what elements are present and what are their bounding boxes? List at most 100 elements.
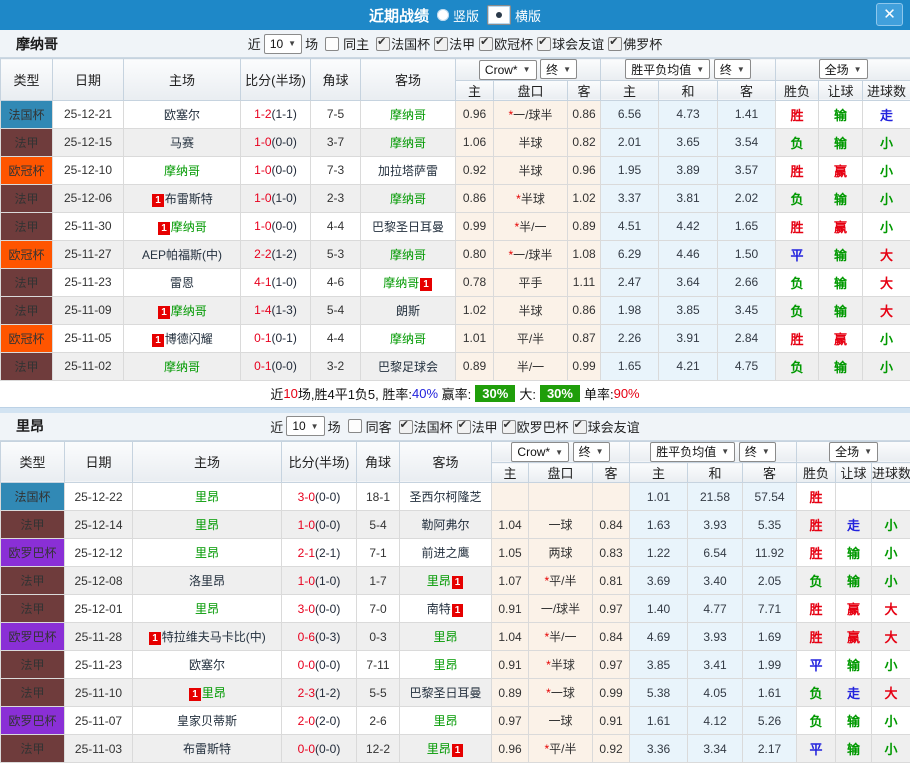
corners: 18-1 bbox=[357, 483, 400, 511]
result-wdl: 胜 bbox=[797, 483, 836, 511]
away-team: 里昂 bbox=[400, 651, 492, 679]
league-checkbox[interactable] bbox=[573, 420, 587, 434]
avg-win: 1.61 bbox=[630, 707, 688, 735]
home-team: 摩纳哥 bbox=[124, 156, 241, 184]
league-checkbox[interactable] bbox=[608, 37, 622, 51]
team-name-text: 欧塞尔 bbox=[164, 108, 200, 122]
chevron-down-icon: ▼ bbox=[596, 447, 604, 456]
result-wdl: 胜 bbox=[776, 100, 819, 128]
league-checkbox[interactable] bbox=[537, 37, 551, 51]
league-checkbox[interactable] bbox=[502, 420, 516, 434]
corners: 5-4 bbox=[311, 296, 361, 324]
league-checkbox[interactable] bbox=[434, 37, 448, 51]
sub-col-header: 客 bbox=[593, 463, 630, 483]
team-name-text: 摩纳哥 bbox=[390, 136, 426, 150]
final-select[interactable]: 终▼ bbox=[573, 442, 610, 462]
full-match-select[interactable]: 全场▼ bbox=[819, 59, 868, 79]
match-date: 25-12-14 bbox=[65, 511, 133, 539]
team-name-text: 巴黎圣日耳曼 bbox=[409, 686, 481, 700]
avg-select[interactable]: 胜平负均值▼ bbox=[625, 59, 710, 79]
team-name-text: 里昂 bbox=[195, 518, 219, 532]
match-count-select[interactable]: 10▼ bbox=[264, 34, 302, 54]
halftime-score: (1-2) bbox=[272, 247, 297, 261]
radio-horizontal[interactable]: 横版 bbox=[487, 5, 541, 25]
team-name-text: 特拉维夫马卡比(中) bbox=[162, 630, 266, 644]
final-select[interactable]: 终▼ bbox=[540, 59, 577, 79]
close-icon[interactable]: ✕ bbox=[876, 3, 903, 26]
league-checkbox[interactable] bbox=[457, 420, 471, 434]
team-name-text: 里昂 bbox=[202, 686, 226, 700]
avg-draw: 3.64 bbox=[659, 268, 718, 296]
team-name-text: 里昂 bbox=[433, 658, 457, 672]
red-card-badge: 1 bbox=[149, 632, 161, 645]
avg-win: 2.26 bbox=[601, 324, 659, 352]
result-handicap: 输 bbox=[819, 296, 863, 324]
league-checkboxes: 法国杯法甲欧罗巴杯球会友谊 bbox=[395, 417, 640, 436]
section-header-monaco: 摩纳哥 近 10▼ 场 同主 法国杯法甲欧冠杯球会友谊佛罗杯 bbox=[0, 30, 910, 58]
handicap: 一球 bbox=[529, 707, 593, 735]
team-name-text: 圣西尔柯隆芝 bbox=[409, 490, 481, 504]
same-venue-checkbox[interactable] bbox=[348, 419, 362, 433]
team-name-text: 洛里昂 bbox=[189, 574, 225, 588]
fulltime-score: 2-0 bbox=[298, 714, 315, 728]
score: 3-0(0-0) bbox=[282, 595, 357, 623]
sub-col-header: 客 bbox=[568, 80, 601, 100]
final-select[interactable]: 终▼ bbox=[739, 442, 776, 462]
result-wdl: 负 bbox=[776, 352, 819, 380]
fulltime-score: 2-3 bbox=[298, 686, 315, 700]
odds-away: 0.99 bbox=[593, 679, 630, 707]
full-match-select[interactable]: 全场▼ bbox=[829, 442, 878, 462]
games-label: 场 bbox=[305, 34, 318, 53]
handicap: 平手 bbox=[494, 268, 568, 296]
league-checkbox[interactable] bbox=[479, 37, 493, 51]
match-date: 25-11-27 bbox=[53, 240, 124, 268]
type-badge: 法甲 bbox=[1, 679, 65, 707]
final-select[interactable]: 终▼ bbox=[714, 59, 751, 79]
halftime-score: (1-0) bbox=[315, 574, 340, 588]
corners: 7-0 bbox=[357, 595, 400, 623]
result-goals: 小 bbox=[863, 128, 910, 156]
fulltime-score: 1-0 bbox=[298, 518, 315, 532]
avg-lose: 1.99 bbox=[743, 651, 797, 679]
red-card-badge: 1 bbox=[189, 688, 201, 701]
col-header: 客场 bbox=[361, 59, 456, 101]
radio-vertical[interactable]: 竖版 bbox=[437, 6, 479, 25]
match-count-select[interactable]: 10▼ bbox=[286, 416, 324, 436]
odds-home: 1.07 bbox=[492, 567, 529, 595]
bookmaker-select[interactable]: Crow*▼ bbox=[479, 60, 537, 80]
avg-draw: 4.05 bbox=[688, 679, 743, 707]
team-name-text: 巴黎足球会 bbox=[378, 360, 438, 374]
league-checkbox[interactable] bbox=[376, 37, 390, 51]
avg-draw: 21.58 bbox=[688, 483, 743, 511]
avg-lose: 2.02 bbox=[718, 184, 776, 212]
league-checkbox[interactable] bbox=[399, 420, 413, 434]
result-goals: 走 bbox=[863, 100, 910, 128]
red-card-badge: 1 bbox=[452, 744, 464, 757]
avg-win: 1.22 bbox=[630, 539, 688, 567]
type-badge: 欧冠杯 bbox=[1, 240, 53, 268]
team-name-text: 朗斯 bbox=[396, 304, 420, 318]
away-team: 摩纳哥 bbox=[361, 128, 456, 156]
avg-lose: 5.35 bbox=[743, 511, 797, 539]
avg-draw: 3.41 bbox=[688, 651, 743, 679]
radio-vertical-icon[interactable] bbox=[437, 9, 449, 21]
bookmaker-select[interactable]: Crow*▼ bbox=[511, 442, 569, 462]
team-name-text: 摩纳哥 bbox=[164, 360, 200, 374]
odds-home: 0.97 bbox=[492, 707, 529, 735]
handicap-text: 半/一 bbox=[549, 630, 576, 644]
same-venue-checkbox[interactable] bbox=[325, 37, 339, 51]
chevron-down-icon: ▼ bbox=[721, 447, 729, 456]
radio-horizontal-icon[interactable] bbox=[487, 5, 511, 25]
league-label: 法国杯 bbox=[391, 37, 430, 52]
avg-win: 3.69 bbox=[630, 567, 688, 595]
avg-draw: 4.46 bbox=[659, 240, 718, 268]
avg-select[interactable]: 胜平负均值▼ bbox=[650, 442, 735, 462]
avg-lose: 2.66 bbox=[718, 268, 776, 296]
